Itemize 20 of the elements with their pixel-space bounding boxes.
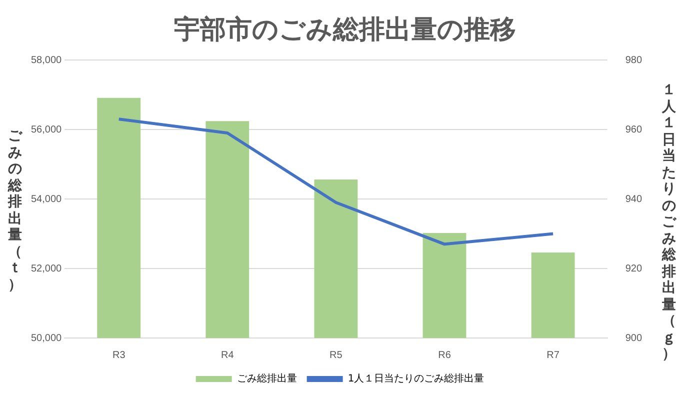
chart-title: 宇部市のごみ総排出量の推移 [173, 14, 517, 47]
y-tick-label: 50,000 [30, 332, 62, 344]
x-tick-label: R3 [112, 350, 126, 361]
x-tick-label: R4 [221, 350, 234, 361]
text: １人１日当たりのごみ総排出量（ｇ） [662, 82, 676, 362]
x-tick-label: R5 [330, 350, 343, 361]
x-tick-label: R7 [546, 350, 560, 361]
y2-tick-label: 960 [625, 124, 642, 136]
y-tick-label: 58,000 [30, 54, 62, 66]
y2-tick-label: 920 [625, 263, 642, 274]
y2-tick-label: 980 [625, 54, 642, 66]
y2-tick-label: 900 [625, 332, 642, 344]
y-tick-label: 56,000 [30, 124, 62, 136]
y2-tick-label: 940 [625, 194, 642, 205]
legend-label: 1人１日当たりのごみ総排出量 [348, 372, 484, 385]
y-tick-label: 54,000 [30, 194, 62, 205]
y-tick-label: 52,000 [30, 263, 62, 274]
legend-label: ごみ総排出量 [236, 372, 297, 385]
text: ごみの総排出量（ｔ） [8, 128, 22, 292]
x-tick-label: R6 [438, 350, 452, 361]
